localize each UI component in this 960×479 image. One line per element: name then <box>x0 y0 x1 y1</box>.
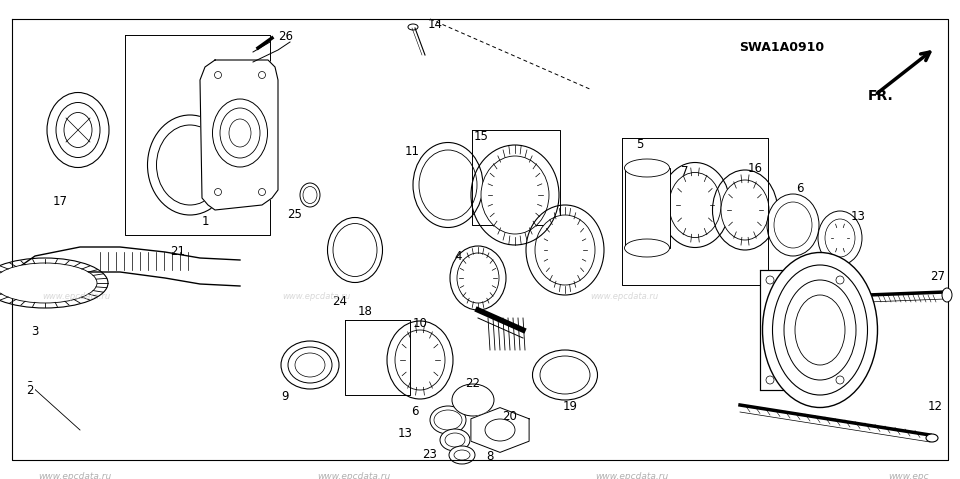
Ellipse shape <box>836 376 844 384</box>
Ellipse shape <box>774 202 812 248</box>
Text: 7: 7 <box>682 165 688 178</box>
Ellipse shape <box>333 224 377 276</box>
Text: 9: 9 <box>281 390 289 403</box>
Text: www.epcdata.ru: www.epcdata.ru <box>317 472 390 479</box>
Text: 25: 25 <box>288 208 302 221</box>
Ellipse shape <box>625 159 669 177</box>
Ellipse shape <box>212 99 268 167</box>
Text: 13: 13 <box>397 427 413 440</box>
Ellipse shape <box>288 347 332 383</box>
Ellipse shape <box>214 189 222 195</box>
Text: FR.: FR. <box>868 89 894 103</box>
Ellipse shape <box>156 125 224 205</box>
Ellipse shape <box>625 239 669 257</box>
Text: 11: 11 <box>404 145 420 158</box>
Text: 4: 4 <box>454 250 462 263</box>
Ellipse shape <box>214 71 222 79</box>
Ellipse shape <box>430 406 466 434</box>
Ellipse shape <box>419 150 477 220</box>
Text: 17: 17 <box>53 195 67 208</box>
Ellipse shape <box>445 433 465 447</box>
Text: SWA1A0910: SWA1A0910 <box>739 41 825 55</box>
Text: 23: 23 <box>422 448 438 461</box>
Bar <box>625 168 670 248</box>
Ellipse shape <box>148 115 232 215</box>
Ellipse shape <box>825 219 855 257</box>
Ellipse shape <box>836 276 844 284</box>
Text: 20: 20 <box>503 410 517 423</box>
Ellipse shape <box>64 113 92 148</box>
Ellipse shape <box>395 330 445 390</box>
Text: 21: 21 <box>171 245 185 258</box>
Ellipse shape <box>818 211 862 265</box>
Ellipse shape <box>440 429 470 451</box>
Text: www.epcdata.ru: www.epcdata.ru <box>595 472 668 479</box>
Ellipse shape <box>540 356 590 394</box>
Ellipse shape <box>767 194 819 256</box>
Ellipse shape <box>295 353 325 377</box>
Ellipse shape <box>229 119 251 147</box>
Ellipse shape <box>452 384 494 416</box>
Text: www.epcdata.ru: www.epcdata.ru <box>38 472 111 479</box>
Ellipse shape <box>408 24 418 30</box>
Text: 2: 2 <box>26 380 34 393</box>
Ellipse shape <box>669 172 721 238</box>
Ellipse shape <box>773 265 868 395</box>
Text: 12: 12 <box>927 400 943 413</box>
Ellipse shape <box>434 410 462 430</box>
Text: www.epcdata.ru: www.epcdata.ru <box>43 293 110 301</box>
Text: 19: 19 <box>563 400 578 413</box>
Ellipse shape <box>762 252 877 408</box>
Text: www.epcdata.ru: www.epcdata.ru <box>283 293 350 301</box>
Text: 8: 8 <box>487 450 493 463</box>
Text: www.epcdata.ru: www.epcdata.ru <box>590 293 658 301</box>
Text: 13: 13 <box>851 210 865 223</box>
Text: 24: 24 <box>332 295 348 308</box>
Ellipse shape <box>327 217 382 283</box>
Ellipse shape <box>449 446 475 464</box>
Ellipse shape <box>300 183 320 207</box>
Ellipse shape <box>942 288 952 302</box>
Ellipse shape <box>784 280 856 380</box>
Ellipse shape <box>926 434 938 442</box>
Text: 6: 6 <box>411 405 419 418</box>
Ellipse shape <box>56 103 100 158</box>
Text: 22: 22 <box>466 377 481 390</box>
Ellipse shape <box>281 341 339 389</box>
Text: www.epc: www.epc <box>888 472 928 479</box>
Ellipse shape <box>454 450 470 460</box>
Text: 26: 26 <box>278 30 293 43</box>
Ellipse shape <box>258 71 266 79</box>
Text: 15: 15 <box>474 130 489 143</box>
Polygon shape <box>200 60 278 210</box>
Ellipse shape <box>721 180 769 240</box>
Ellipse shape <box>535 215 595 285</box>
Ellipse shape <box>0 263 97 303</box>
Ellipse shape <box>533 350 597 400</box>
Bar <box>760 270 850 390</box>
Ellipse shape <box>47 92 109 168</box>
Text: 1: 1 <box>202 215 208 228</box>
Text: 3: 3 <box>32 325 38 338</box>
Text: 2: 2 <box>26 384 34 397</box>
Ellipse shape <box>795 295 845 365</box>
Ellipse shape <box>303 186 317 204</box>
Ellipse shape <box>413 142 483 228</box>
Ellipse shape <box>766 376 774 384</box>
Ellipse shape <box>258 189 266 195</box>
Text: 18: 18 <box>357 305 372 318</box>
Ellipse shape <box>220 108 260 158</box>
Text: 16: 16 <box>748 162 762 175</box>
Ellipse shape <box>481 156 549 234</box>
Ellipse shape <box>457 253 499 303</box>
Ellipse shape <box>485 419 515 441</box>
Text: 10: 10 <box>413 317 427 330</box>
Text: 6: 6 <box>796 182 804 195</box>
Text: 5: 5 <box>636 138 644 151</box>
Text: 27: 27 <box>930 270 946 283</box>
Text: 14: 14 <box>428 18 443 31</box>
Text: www.epcdata.ru: www.epcdata.ru <box>782 293 850 301</box>
Polygon shape <box>471 408 529 452</box>
Ellipse shape <box>766 276 774 284</box>
